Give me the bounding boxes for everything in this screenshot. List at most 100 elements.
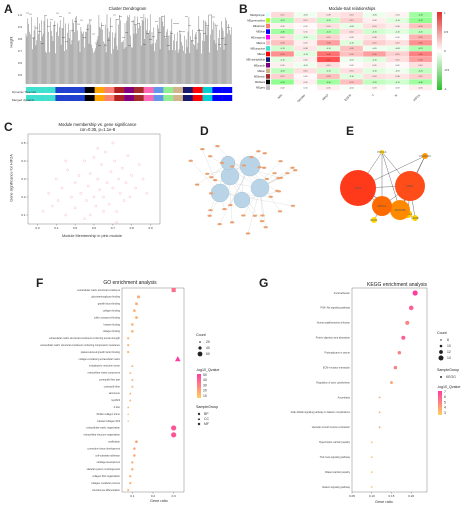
heatmap-cell-value: 0.10	[281, 37, 286, 39]
network-node	[208, 192, 214, 195]
go-legend-q-bar	[197, 374, 201, 398]
go-term-label: fibrillar collagen trimer	[97, 413, 121, 416]
kegg-term-label: Regulation of actin cytoskeleton	[316, 381, 350, 384]
network-node	[290, 166, 295, 169]
dendrogram-branches	[25, 12, 232, 84]
network-node	[200, 147, 205, 151]
scatter-point	[88, 172, 92, 175]
heatmap-cell-value: 0.02	[350, 65, 355, 67]
kegg-term-label: Vascular smooth muscle contraction	[312, 426, 351, 429]
heatmap-cell-value: 0.05	[373, 65, 378, 67]
hub-node	[380, 150, 384, 154]
heatmap-cell-value: -0.25	[418, 48, 423, 50]
heatmap-title: Module-trait relationships	[328, 6, 376, 11]
kegg-term-label: Amoebiasis	[338, 396, 351, 399]
go-point-cc	[131, 364, 134, 367]
go-legend-group-shape	[197, 422, 201, 426]
network-node	[207, 155, 213, 158]
kegg-legend-count-value: 14	[447, 356, 451, 360]
hub-node-label: CACNA1C	[419, 154, 432, 158]
go-legend-group-label: CC	[204, 417, 209, 421]
heatmap-cell-value: 0.20	[350, 82, 355, 84]
heatmap-cell-value: 0.30	[373, 54, 378, 56]
network-node	[276, 190, 282, 193]
go-point-cc	[129, 392, 132, 395]
scatter-point	[113, 159, 117, 163]
go-xtick: 0.3	[172, 494, 177, 498]
hub-edge	[381, 151, 401, 211]
heatmap-cell-value: -0.10	[349, 76, 354, 78]
kegg-legend-q-title: -log10_Qvalue	[437, 385, 460, 389]
scatter-point	[92, 156, 96, 159]
scatter-point	[88, 213, 92, 217]
go-legend-count-value: 60	[206, 352, 210, 356]
network-node	[256, 150, 261, 153]
hub-gene-network: PRKCACACNA1CACTN2FDX1PDE1ALDHBPDGFRBPRKG…	[340, 150, 432, 223]
module-trait-heatmap: MEtlightcyan 0.12 -0.05 0.08 0.10 -0.06 0.04 -0…	[246, 11, 449, 103]
heatmap-row-label: MEgreenyellow	[247, 19, 265, 23]
module-color-swatch	[266, 62, 270, 68]
heatmap-colorbar	[437, 12, 442, 90]
network-node	[230, 165, 235, 168]
dynamic-cut-segment	[94, 87, 105, 93]
go-point-bp	[171, 425, 177, 431]
kegg-point	[408, 305, 414, 311]
heatmap-cell-value: 0.35	[419, 43, 424, 45]
merged-segment	[143, 95, 154, 101]
kegg-point	[405, 320, 410, 325]
network-node	[290, 204, 296, 207]
heatmap-cell-value: 0.15	[350, 20, 355, 22]
colorbar-tick: 0.5	[444, 30, 449, 34]
dynamic-cut-segment	[75, 87, 86, 93]
kegg-term-label: AGE–RAGE signaling pathway in diabetic c…	[291, 411, 351, 414]
go-legend-group-label: BP	[204, 412, 209, 416]
go-term-label: skeletal system morphogenesis	[87, 468, 121, 471]
heatmap-col-label: HIF2A	[412, 93, 421, 102]
go-legend-group-title: SampleGroup	[196, 405, 218, 409]
heatmap-row-label: MEred	[257, 52, 265, 56]
hub-node-label: PRKCA	[378, 150, 387, 154]
go-term-label: extracellular matrix organization	[86, 427, 120, 430]
scatter-point	[98, 188, 101, 192]
go-point-mf	[127, 351, 130, 354]
go-term-label: connective tissue development	[87, 447, 120, 450]
scatter-point	[128, 195, 132, 199]
scatter-point	[122, 199, 126, 202]
heatmap-cell-value: 0.10	[373, 26, 378, 28]
network-hub-node	[233, 191, 251, 209]
merged-segment	[45, 95, 56, 101]
go-legend-q-title: -log10_Qvalue	[196, 368, 219, 372]
network-node	[228, 203, 233, 207]
heatmap-cell-value: 0.02	[281, 87, 286, 89]
heatmap-cell-value: 0.15	[396, 54, 401, 56]
scatter-point	[96, 177, 100, 181]
go-term-label: extracellular matrix structural constitu…	[77, 289, 120, 292]
scatter-point	[60, 186, 64, 190]
heatmap-row-label: MEblack	[255, 80, 266, 84]
kegg-term-label: TGF–beta signaling pathway	[320, 456, 351, 459]
heatmap-cell-value: -0.05	[349, 59, 354, 61]
kegg-term-label: ECM–receptor interaction	[323, 366, 351, 369]
module-color-swatch	[266, 46, 270, 51]
dendrogram-ytick: 0.8	[18, 37, 23, 41]
panel-d-label: D	[200, 124, 209, 138]
scatter-point	[92, 195, 96, 199]
scatter-point	[77, 174, 81, 177]
scatter-point	[79, 192, 83, 195]
dynamic-cut-segment	[202, 87, 213, 93]
heatmap-cell-value: -0.30	[326, 82, 331, 84]
scatter-point	[134, 186, 137, 190]
kegg-point	[378, 411, 381, 414]
heatmap-cell-value: 0.02	[396, 65, 401, 67]
network-node	[245, 232, 251, 235]
heatmap-cell-value: -0.10	[303, 37, 308, 39]
dynamic-cut-segment	[26, 87, 37, 93]
heatmap-cell-value: 0.10	[327, 26, 332, 28]
go-legend-q-value: 20	[203, 389, 207, 393]
go-point-mf	[135, 316, 138, 319]
scatter-point	[51, 204, 54, 208]
scatter-point	[55, 177, 58, 181]
scatter-point	[145, 192, 149, 195]
heatmap-cell-value: 0.08	[373, 37, 378, 39]
module-color-swatch	[266, 85, 270, 90]
